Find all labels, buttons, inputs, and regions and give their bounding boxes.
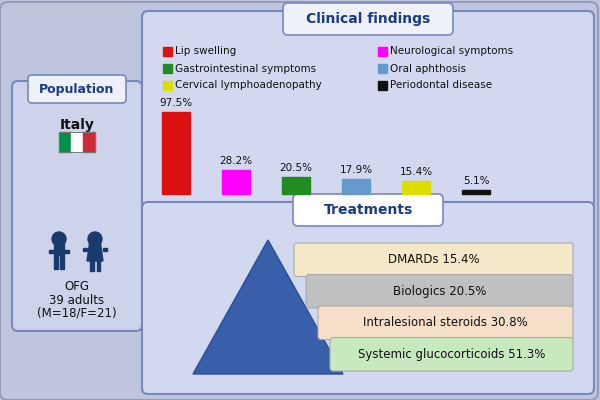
Text: (M=18/F=21): (M=18/F=21) [37,306,117,320]
Bar [59,132,95,152]
Bar [462,190,490,194]
Bar [54,240,64,255]
Bar [97,261,100,271]
Text: DMARDs 15.4%: DMARDs 15.4% [388,253,479,266]
Bar [402,181,430,194]
FancyBboxPatch shape [294,243,573,276]
Bar [59,132,71,152]
Bar [103,248,107,251]
Text: Lip swelling: Lip swelling [175,46,236,56]
Circle shape [52,232,66,246]
Text: Treatments: Treatments [323,203,413,217]
Text: 5.1%: 5.1% [463,176,489,186]
Bar [49,250,54,253]
FancyBboxPatch shape [293,194,443,226]
Text: 15.4%: 15.4% [400,167,433,177]
Text: Systemic glucocorticoids 51.3%: Systemic glucocorticoids 51.3% [358,348,545,361]
Bar [83,248,87,251]
Text: Gastrointestinal symptoms: Gastrointestinal symptoms [175,64,316,74]
FancyBboxPatch shape [28,75,126,103]
Text: Oral aphthosis: Oral aphthosis [390,64,466,74]
Text: Intralesional steroids 30.8%: Intralesional steroids 30.8% [363,316,528,329]
Text: Population: Population [40,82,115,96]
Bar [342,179,370,194]
Bar [163,47,172,56]
Bar [54,255,58,269]
Text: Clinical findings: Clinical findings [306,12,430,26]
Text: 28.2%: 28.2% [220,156,253,166]
FancyBboxPatch shape [12,81,142,331]
Polygon shape [193,240,343,374]
Bar [60,255,64,269]
Bar [71,132,83,152]
Bar [378,64,387,73]
FancyBboxPatch shape [306,274,573,308]
Text: 39 adults: 39 adults [49,294,104,306]
Bar [378,81,387,90]
Bar [163,81,172,90]
Bar [90,261,94,271]
Text: 97.5%: 97.5% [160,98,193,108]
Text: Biologics 20.5%: Biologics 20.5% [393,285,486,298]
Text: 17.9%: 17.9% [340,165,373,175]
Bar [282,177,310,194]
FancyBboxPatch shape [142,202,594,394]
Circle shape [88,232,102,246]
Text: 20.5%: 20.5% [280,163,313,173]
Text: Periodontal disease: Periodontal disease [390,80,492,90]
Bar [378,47,387,56]
Bar [64,250,69,253]
Bar [162,112,190,194]
Text: Neurological symptoms: Neurological symptoms [390,46,513,56]
FancyBboxPatch shape [330,338,573,371]
FancyBboxPatch shape [283,3,453,35]
Text: Cervical lymphoadenopathy: Cervical lymphoadenopathy [175,80,322,90]
Text: Italy: Italy [59,118,94,132]
FancyBboxPatch shape [142,11,594,208]
Bar [163,64,172,73]
Bar [222,170,250,194]
Text: OFG: OFG [65,280,89,294]
Polygon shape [87,240,103,261]
FancyBboxPatch shape [318,306,573,340]
Bar [83,132,95,152]
